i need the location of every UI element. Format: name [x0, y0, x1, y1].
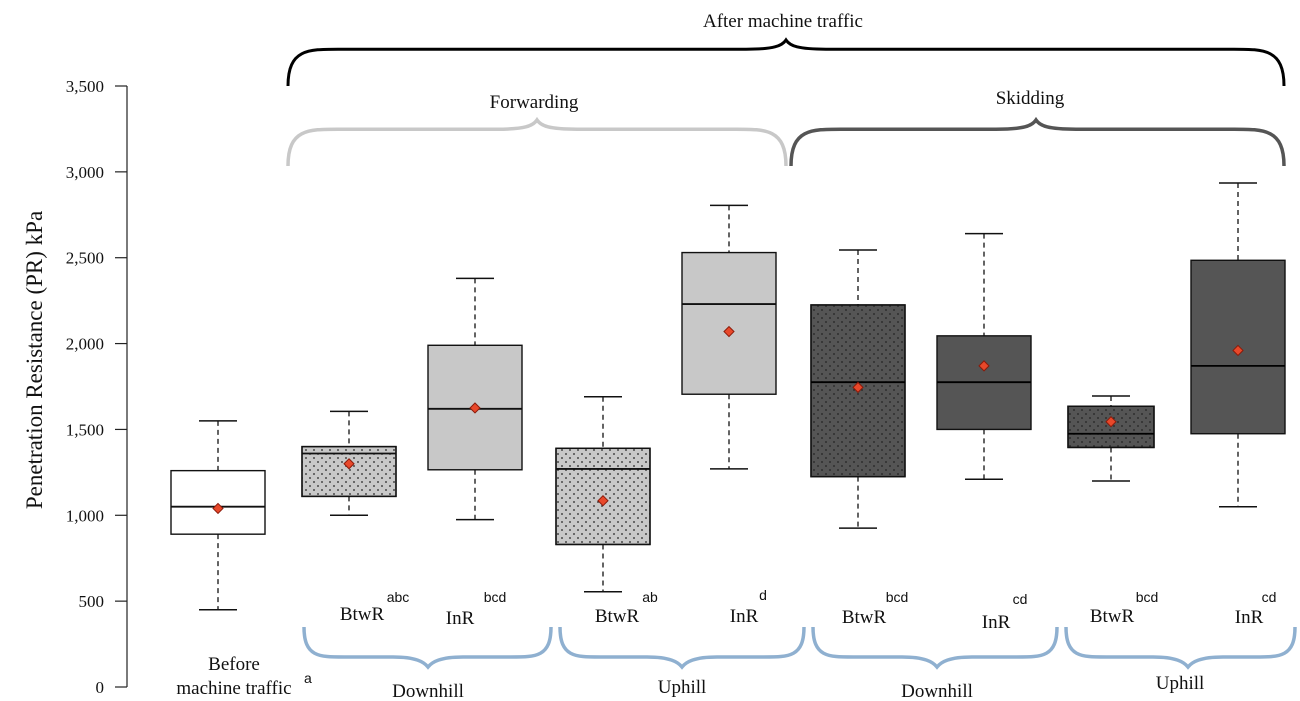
slope-brace-2	[558, 626, 806, 670]
y-tick-label: 0	[96, 678, 105, 697]
top-brace	[286, 37, 1286, 87]
mean-marker	[597, 494, 609, 507]
sig-label-7: cd	[1013, 591, 1028, 607]
box-8	[1067, 395, 1155, 482]
box-body	[170, 469, 266, 535]
box-6	[810, 249, 906, 529]
box-5	[681, 204, 777, 470]
mean-marker	[1232, 344, 1244, 357]
y-tick-label: 3,500	[66, 77, 104, 96]
y-tick-label: 2,500	[66, 249, 104, 268]
mean-marker	[723, 325, 735, 338]
category-label-3: InR	[446, 608, 475, 629]
box-dots	[301, 445, 397, 498]
mean-marker	[852, 381, 864, 394]
category-label-6: BtwR	[842, 607, 887, 628]
operation-braces	[286, 116, 1286, 167]
box-7	[936, 232, 1032, 480]
operation-label-forwarding: Forwarding	[490, 92, 579, 113]
category-label-before-line1: Before	[208, 654, 260, 675]
sig-label-4: ab	[642, 589, 658, 605]
mean-marker	[469, 402, 481, 414]
y-tick-label: 1,500	[66, 420, 104, 439]
y-tick-label: 3,000	[66, 163, 104, 182]
forwarding-brace	[286, 116, 788, 167]
slope-braces	[302, 626, 1297, 670]
box-1	[170, 420, 266, 611]
slope-brace-4	[1064, 626, 1297, 670]
mean-marker	[978, 360, 990, 372]
chart-title: After machine traffic	[703, 11, 863, 32]
slope-brace-3	[811, 626, 1059, 670]
skidding-brace	[789, 116, 1286, 167]
y-tick-label: 500	[79, 592, 105, 611]
sig-label-before: a	[304, 670, 312, 686]
slope-label-4: Uphill	[1156, 673, 1205, 694]
slope-label-3: Downhill	[901, 681, 973, 701]
category-label-4: BtwR	[595, 606, 640, 627]
operation-label-skidding: Skidding	[996, 88, 1065, 109]
sig-label-8: bcd	[1136, 589, 1159, 605]
top-brace-path	[286, 37, 1286, 87]
box-4	[555, 396, 651, 593]
boxes	[170, 182, 1286, 611]
sig-label-5: d	[759, 587, 767, 603]
category-label-5: InR	[730, 606, 759, 627]
box-9	[1190, 182, 1286, 508]
sig-label-6: bcd	[886, 589, 909, 605]
category-label-7: InR	[982, 612, 1011, 633]
slope-label-2: Uphill	[658, 677, 707, 698]
box-2	[301, 410, 397, 517]
sig-label-2: abc	[387, 589, 410, 605]
box-3	[427, 277, 523, 521]
category-label-9: InR	[1235, 607, 1264, 628]
category-label-before-line2: machine traffic	[176, 678, 291, 699]
category-label-2: BtwR	[340, 604, 385, 625]
mean-marker	[343, 458, 355, 470]
mean-marker	[1105, 415, 1117, 428]
sig-label-3: bcd	[484, 589, 507, 605]
y-tick-label: 2,000	[66, 335, 104, 354]
slope-brace-1	[302, 626, 553, 670]
mean-marker	[212, 502, 224, 515]
category-label-8: BtwR	[1090, 606, 1135, 627]
y-axis: 0 500 1,000 1,500 2,000 2,500 3,000 3,500	[66, 77, 128, 697]
slope-label-1: Downhill	[392, 681, 464, 701]
sig-label-9: cd	[1262, 589, 1277, 605]
y-tick-label: 1,000	[66, 506, 104, 525]
y-axis-label: Penetration Resistance (PR) kPa	[22, 211, 47, 509]
box-body	[681, 251, 777, 395]
